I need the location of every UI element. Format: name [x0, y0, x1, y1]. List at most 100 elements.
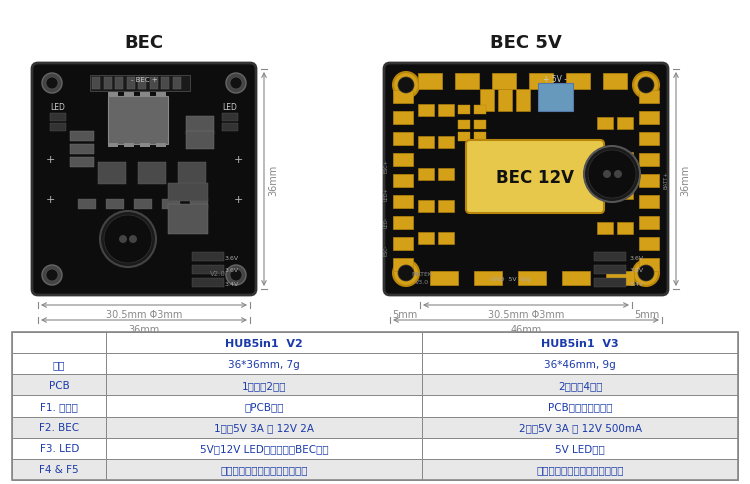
Text: +: +	[233, 155, 243, 165]
Bar	[186, 132, 214, 150]
Text: LED: LED	[223, 103, 238, 112]
Text: BEC 5V: BEC 5V	[490, 34, 562, 52]
Text: HUB5in1  V2: HUB5in1 V2	[226, 338, 303, 348]
Bar	[474, 121, 486, 130]
Bar	[639, 175, 659, 188]
Bar	[12, 417, 106, 438]
Text: 36*46mm, 9g: 36*46mm, 9g	[544, 359, 616, 369]
Bar	[639, 133, 659, 146]
Circle shape	[393, 260, 419, 287]
Bar	[78, 199, 96, 210]
Bar	[161, 78, 169, 90]
Bar	[418, 200, 434, 212]
Text: GND  5V  Sig: GND 5V Sig	[490, 277, 530, 282]
Bar	[12, 333, 106, 353]
Text: MATEK: MATEK	[412, 271, 433, 276]
Bar	[149, 78, 158, 90]
Bar	[393, 112, 413, 125]
Bar	[12, 375, 106, 395]
Bar	[594, 253, 626, 261]
Bar	[594, 265, 626, 274]
Bar	[393, 196, 413, 209]
Circle shape	[42, 74, 62, 94]
Bar	[617, 118, 633, 130]
Bar	[192, 278, 224, 287]
Circle shape	[614, 171, 622, 179]
Text: LED-: LED-	[383, 216, 388, 227]
Bar	[458, 121, 470, 130]
Bar	[639, 154, 659, 166]
Circle shape	[584, 147, 640, 203]
Circle shape	[129, 236, 137, 243]
Text: 3.4V: 3.4V	[630, 281, 644, 286]
Bar	[418, 74, 442, 90]
Circle shape	[46, 78, 58, 90]
Bar	[168, 183, 208, 201]
Bar	[393, 133, 413, 146]
FancyBboxPatch shape	[384, 64, 668, 295]
Bar	[418, 136, 434, 149]
Bar	[106, 417, 422, 438]
Bar	[50, 114, 66, 122]
Text: 36mm: 36mm	[268, 164, 278, 195]
Bar	[192, 265, 224, 274]
Circle shape	[230, 78, 242, 90]
Circle shape	[398, 265, 414, 281]
Text: 1路，5V 3A 或 12V 2A: 1路，5V 3A 或 12V 2A	[214, 422, 314, 432]
Bar	[108, 144, 118, 148]
Bar	[106, 333, 422, 353]
Circle shape	[119, 236, 127, 243]
Bar	[422, 333, 738, 353]
Text: 追踪器，低电压报警，两者相同: 追踪器，低电压报警，两者相同	[536, 465, 624, 474]
Text: +: +	[233, 195, 243, 205]
Circle shape	[230, 270, 242, 281]
Text: ESC+: ESC+	[383, 159, 388, 172]
Bar	[422, 395, 738, 417]
Bar	[106, 459, 422, 480]
Text: BEC 12V: BEC 12V	[496, 168, 574, 187]
Bar	[418, 232, 434, 244]
Text: 2盘司，4层板: 2盘司，4层板	[558, 380, 602, 390]
Bar	[104, 78, 112, 90]
Bar	[186, 117, 214, 135]
Bar	[108, 93, 118, 97]
Text: 1盘司，2层板: 1盘司，2层板	[242, 380, 286, 390]
Bar	[115, 78, 123, 90]
Bar	[516, 90, 530, 112]
Bar	[438, 232, 454, 244]
Bar	[12, 459, 106, 480]
Bar	[50, 124, 66, 132]
Text: 追踪器，低电压报警，两者相同: 追踪器，低电压报警，两者相同	[220, 465, 308, 474]
Bar	[492, 74, 516, 90]
Text: 尺寸: 尺寸	[53, 359, 65, 369]
Bar	[422, 459, 738, 480]
Bar	[594, 278, 626, 287]
Bar	[393, 154, 413, 166]
Text: 36mm: 36mm	[680, 164, 690, 195]
Circle shape	[46, 270, 58, 281]
Circle shape	[104, 215, 152, 263]
Bar	[562, 272, 590, 286]
Bar	[222, 114, 238, 122]
Bar	[108, 97, 168, 145]
Bar	[480, 90, 494, 112]
Bar	[124, 144, 134, 148]
Bar	[498, 90, 512, 112]
Text: +: +	[45, 155, 55, 165]
Text: + 5V -: + 5V -	[543, 76, 567, 84]
Bar	[438, 168, 454, 181]
Text: HUB5in1  V3: HUB5in1 V3	[542, 338, 619, 348]
Bar	[639, 238, 659, 251]
Bar	[639, 112, 659, 125]
Bar	[70, 158, 94, 167]
Circle shape	[633, 260, 659, 287]
Bar	[162, 199, 180, 210]
Bar	[422, 438, 738, 459]
Bar	[222, 124, 238, 132]
Bar	[92, 78, 100, 90]
Bar	[70, 145, 94, 155]
Text: 3.5V: 3.5V	[630, 268, 644, 273]
Circle shape	[603, 171, 611, 179]
Bar	[138, 163, 166, 184]
Bar	[90, 76, 190, 92]
